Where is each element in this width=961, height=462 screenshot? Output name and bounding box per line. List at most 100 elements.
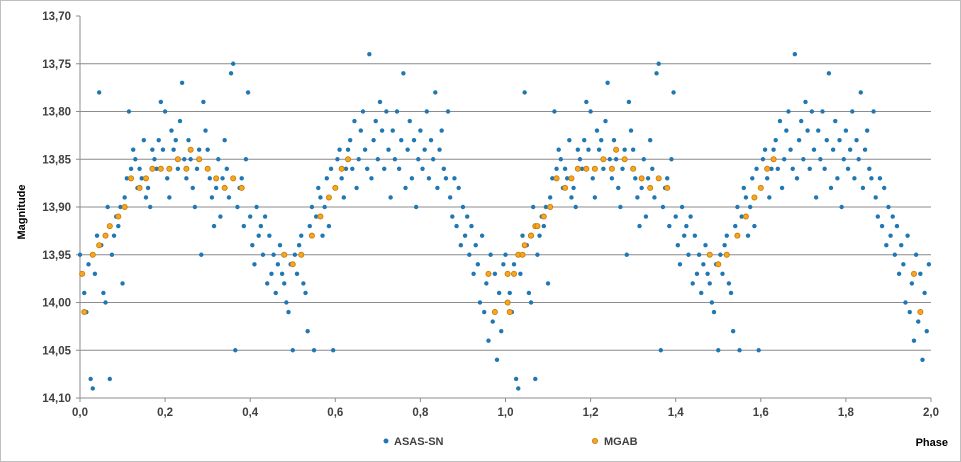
asas-sn-point: [550, 176, 555, 181]
asas-sn-point: [899, 243, 904, 248]
mgab-point: [706, 251, 713, 258]
asas-sn-point: [207, 176, 212, 181]
asas-sn-point: [213, 185, 219, 191]
asas-sn-point: [599, 137, 604, 143]
asas-sn-point: [184, 176, 189, 181]
asas-sn-point: [128, 166, 134, 171]
asas-sn-point: [507, 290, 512, 296]
mgab-point: [751, 194, 758, 201]
asas-sn-point: [664, 176, 670, 181]
mgab-point: [149, 165, 156, 172]
asas-sn-point: [165, 176, 170, 181]
legend: ASAS-SN MGAB: [383, 436, 638, 448]
mgab-point: [534, 223, 541, 230]
asas-sn-point: [148, 204, 153, 210]
mgab-point: [655, 175, 662, 182]
asas-sn-point: [603, 118, 608, 124]
y-tick-label: 13,80: [42, 107, 71, 119]
asas-sn-point: [673, 214, 678, 219]
asas-sn-point: [377, 99, 383, 105]
mgab-point: [504, 299, 511, 306]
asas-sn-point: [94, 233, 100, 238]
asas-sn-point: [769, 166, 774, 171]
asas-sn-point: [256, 233, 261, 238]
asas-sn-point: [618, 204, 623, 210]
asas-sn-point: [667, 223, 672, 229]
x-tick-label: 0,0: [72, 407, 88, 419]
asas-sn-point: [601, 166, 606, 171]
legend-marker-asas-sn: [383, 438, 389, 444]
asas-sn-point: [235, 204, 240, 210]
asas-sn-point: [175, 166, 181, 171]
asas-sn-point: [611, 137, 617, 143]
asas-sn-point: [211, 223, 217, 229]
y-tick-label: 14,00: [42, 298, 71, 310]
asas-sn-point: [858, 90, 863, 95]
asas-sn-point: [320, 233, 325, 238]
asas-sn-point: [273, 290, 278, 296]
asas-sn-point: [418, 128, 423, 133]
asas-sn-point: [245, 90, 251, 95]
asas-sn-point: [792, 52, 798, 57]
mgab-point: [142, 175, 149, 182]
asas-sn-point: [313, 214, 319, 219]
asas-sn-point: [447, 195, 453, 200]
asas-sn-point: [299, 233, 304, 238]
asas-sn-point: [796, 137, 802, 143]
asas-sn-point: [686, 252, 691, 257]
asas-sn-point: [496, 290, 502, 296]
x-tick-label: 1,2: [583, 407, 599, 419]
asas-sn-point: [271, 252, 276, 257]
asas-sn-point: [309, 204, 315, 210]
asas-sn-point: [835, 176, 840, 181]
mgab-point: [910, 270, 917, 277]
asas-sn-point: [726, 281, 732, 286]
asas-sn-point: [224, 166, 229, 171]
asas-sn-point: [628, 128, 634, 133]
asas-sn-point: [735, 204, 740, 210]
asas-sn-point: [682, 233, 687, 238]
asas-sn-point: [688, 214, 693, 219]
asas-sn-point: [399, 137, 404, 143]
mgab-point: [298, 251, 305, 258]
asas-sn-point: [307, 223, 312, 229]
mgab-point: [281, 251, 288, 258]
asas-sn-point: [141, 137, 147, 143]
asas-sn-point: [260, 252, 266, 257]
asas-sn-point: [303, 290, 308, 296]
asas-sn-point: [856, 157, 861, 162]
asas-sn-point: [586, 147, 591, 152]
asas-sn-point: [779, 185, 785, 191]
asas-sn-point: [790, 166, 795, 171]
asas-sn-point: [230, 61, 236, 66]
asas-sn-point: [494, 357, 500, 362]
mgab-point: [115, 213, 122, 220]
mgab-point: [504, 270, 511, 277]
mgab-point: [308, 232, 315, 239]
asas-sn-point: [337, 147, 342, 152]
mgab-point: [574, 165, 581, 172]
asas-sn-point: [777, 118, 783, 124]
y-tick-label: 13,95: [42, 250, 71, 262]
asas-sn-point: [88, 376, 93, 382]
asas-sn-point: [799, 118, 804, 124]
mgab-point: [540, 213, 547, 220]
asas-sn-point: [279, 271, 285, 277]
mgab-point: [917, 309, 924, 316]
x-tick-label: 1,0: [498, 407, 514, 419]
x-tick-label: 0,6: [327, 407, 343, 419]
asas-sn-point: [86, 262, 91, 267]
asas-sn-point: [839, 204, 844, 210]
asas-sn-point: [743, 195, 749, 200]
asas-sn-point: [96, 90, 102, 95]
asas-sn-point: [462, 233, 468, 238]
asas-sn-point: [635, 195, 640, 200]
asas-sn-point: [805, 128, 810, 133]
asas-sn-point: [379, 128, 385, 133]
asas-sn-point: [90, 386, 95, 391]
asas-sn-point: [747, 204, 753, 210]
asas-sn-point: [122, 195, 127, 200]
asas-sn-point: [369, 176, 374, 181]
asas-sn-point: [818, 157, 823, 162]
